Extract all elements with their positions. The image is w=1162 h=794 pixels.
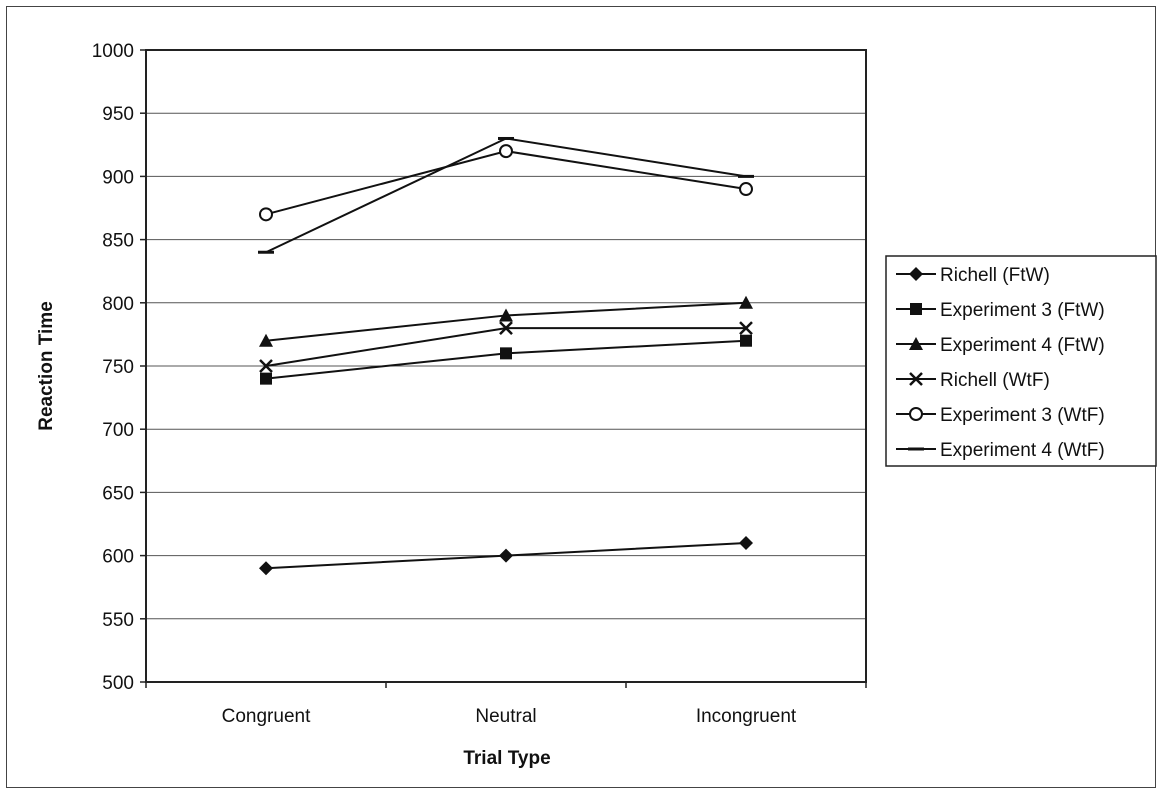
data-point: [500, 347, 512, 360]
legend-item: Experiment 4 (FtW): [896, 335, 1105, 356]
data-point: [739, 295, 753, 309]
legend-box: [885, 255, 1157, 467]
series-4: [259, 321, 753, 373]
legend-item: Richell (WtF): [896, 370, 1050, 391]
data-point: [259, 359, 273, 373]
y-tick-label: 900: [102, 167, 134, 188]
series-2: [260, 334, 752, 385]
data-point: [739, 321, 753, 335]
legend-item: Experiment 4 (WtF): [896, 440, 1105, 461]
data-point: [499, 321, 513, 335]
legend-item: Experiment 3 (WtF): [896, 405, 1105, 426]
x-tick-label: Congruent: [222, 706, 311, 727]
y-tick-label: 950: [102, 104, 134, 125]
y-tick-label: 500: [102, 673, 134, 694]
data-point: [259, 333, 273, 347]
y-tick-label: 700: [102, 420, 134, 441]
legend-label: Richell (WtF): [940, 370, 1050, 391]
data-point: [260, 372, 272, 385]
data-point: [259, 561, 273, 576]
legend-label: Experiment 4 (FtW): [940, 335, 1105, 356]
data-point: [259, 207, 273, 222]
series-3: [259, 295, 753, 347]
marker-x-stroke: [499, 321, 513, 335]
x-axis-title: Trial Type: [463, 748, 550, 769]
data-point: [739, 182, 753, 197]
legend-item: Experiment 3 (FtW): [896, 300, 1105, 321]
legend-label: Experiment 3 (WtF): [940, 405, 1105, 426]
x-tick-label: Incongruent: [696, 706, 797, 727]
y-tick-label: 600: [102, 547, 134, 568]
data-point: [499, 308, 513, 322]
data-point: [740, 334, 752, 347]
series-5: [259, 144, 753, 222]
data-point: [499, 144, 513, 159]
legend-label: Richell (FtW): [940, 265, 1050, 286]
marker-x-stroke: [909, 372, 923, 386]
legend-label: Experiment 3 (FtW): [940, 300, 1105, 321]
data-point: [499, 548, 513, 563]
legend-marker: [909, 372, 923, 386]
y-tick-label: 1000: [92, 41, 134, 62]
y-tick-label: 750: [102, 357, 134, 378]
series-line: [265, 150, 747, 216]
legend-marker: [909, 407, 923, 421]
legend-label: Experiment 4 (WtF): [940, 440, 1105, 461]
y-tick-label: 650: [102, 483, 134, 504]
legend: Richell (FtW) Experiment 3 (FtW) Experimen…: [885, 255, 1157, 467]
x-axis-ticks: Congruent Neutral Incongruent: [145, 682, 867, 727]
y-axis-ticks: 500 550 600 650 700 750 800 850 900 950 1000: [92, 41, 146, 694]
legend-marker: [909, 267, 923, 281]
legend-marker: [909, 337, 923, 350]
y-axis-title: Reaction Time: [36, 301, 57, 431]
y-tick-label: 800: [102, 294, 134, 315]
marker-x-stroke: [259, 359, 273, 373]
y-tick-label: 850: [102, 231, 134, 252]
legend-item: Richell (FtW): [896, 265, 1050, 286]
series-group: [258, 136, 754, 576]
marker-x-stroke: [739, 321, 753, 335]
legend-marker: [910, 303, 922, 315]
series-6: [258, 136, 754, 254]
x-tick-label: Neutral: [475, 706, 536, 727]
y-tick-label: 550: [102, 610, 134, 631]
series-1: [259, 535, 753, 576]
series-line: [265, 339, 747, 380]
data-point: [739, 535, 753, 550]
